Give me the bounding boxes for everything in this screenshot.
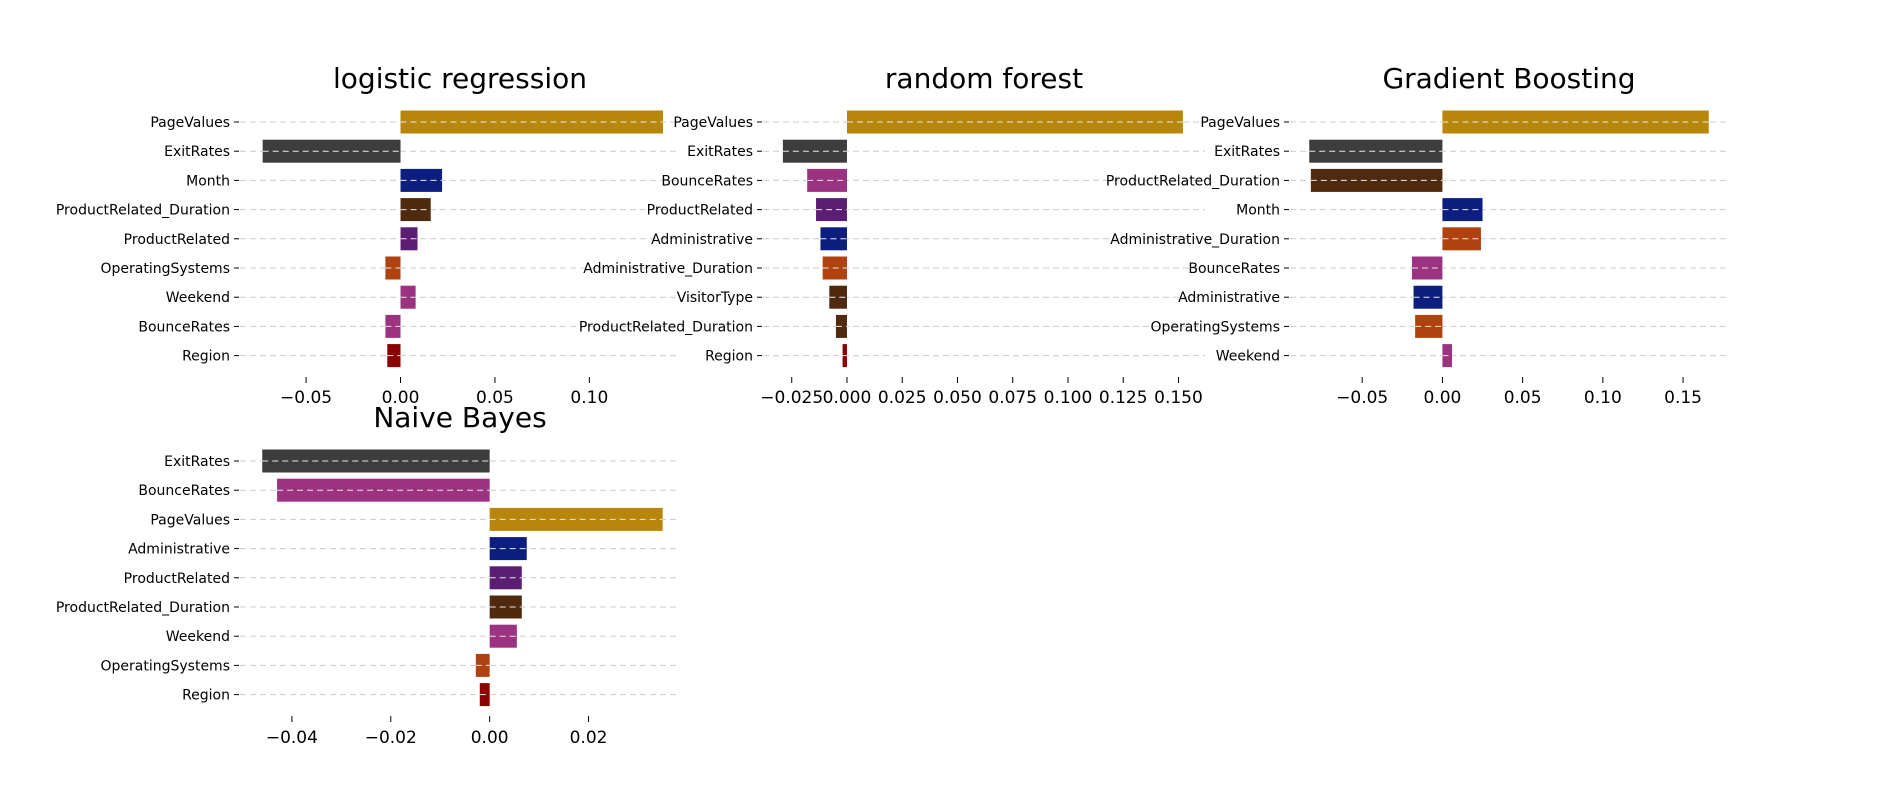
y-tick-label: Weekend — [166, 290, 230, 306]
x-tick-label: 0.00 — [382, 388, 420, 408]
bar-visitortype — [829, 285, 847, 309]
x-tick-label: 0.05 — [1504, 388, 1542, 408]
x-tick-label: 0.150 — [1154, 388, 1203, 408]
bar-pagevalues — [489, 507, 663, 531]
x-tick-label: 0.075 — [988, 388, 1037, 408]
bar-productrelated — [489, 566, 522, 590]
bar-bouncerates — [385, 314, 401, 338]
y-tick-label: PageValues — [1200, 115, 1280, 131]
x-tick-label: 0.025 — [878, 388, 927, 408]
bar-operatingsystems — [475, 653, 490, 677]
y-tick-label: BounceRates — [138, 483, 230, 499]
x-tick-label: 0.050 — [933, 388, 982, 408]
y-tick-label: ProductRelated_Duration — [1106, 173, 1280, 189]
y-tick-label: BounceRates — [138, 319, 230, 335]
bar-operatingsystems — [385, 256, 401, 280]
y-tick-label: Administrative — [128, 542, 230, 558]
chart-panel-1: logistic regression PageValues ExitRates Mo… — [56, 62, 680, 408]
y-tick-label: Administrative_Duration — [1110, 232, 1280, 248]
x-tick-label: 0.100 — [1044, 388, 1093, 408]
y-tick-label: ExitRates — [164, 144, 230, 160]
chart-panel-4: Naive Bayes ExitRates BounceRates PageValue… — [56, 401, 680, 748]
x-tick-label: 0.00 — [1423, 388, 1461, 408]
y-tick-label: ExitRates — [164, 454, 230, 470]
x-tick-label: −0.02 — [365, 728, 417, 748]
y-tick-label: Region — [182, 688, 230, 704]
y-tick-label: ProductRelated — [124, 232, 230, 248]
y-tick-label: PageValues — [150, 512, 230, 528]
y-tick-label: ProductRelated — [647, 203, 753, 219]
y-tick-label: Region — [182, 349, 230, 365]
y-tick-label: OperatingSystems — [101, 658, 231, 674]
bar-region — [387, 344, 401, 368]
x-tick-label: −0.05 — [1336, 388, 1388, 408]
y-tick-label: Month — [186, 173, 230, 189]
x-tick-label: 0.10 — [570, 388, 608, 408]
y-tick-label: OperatingSystems — [1151, 319, 1281, 335]
y-tick-label: Weekend — [166, 629, 230, 645]
chart-title: Gradient Boosting — [1382, 62, 1635, 95]
bar-productrelated-duration — [489, 595, 522, 619]
x-tick-label: −0.05 — [280, 388, 332, 408]
y-tick-label: Month — [1236, 203, 1280, 219]
y-tick-label: OperatingSystems — [101, 261, 231, 277]
x-tick-label: 0.02 — [570, 728, 608, 748]
y-tick-label: BounceRates — [661, 173, 753, 189]
y-tick-label: Region — [705, 349, 753, 365]
bar-bouncerates — [277, 478, 490, 502]
chart-panel-3: Gradient Boosting PageValues ExitRates Prod… — [1106, 62, 1728, 408]
chart-title: Naive Bayes — [373, 401, 546, 434]
chart-panel-2: random forest PageValues ExitRates BounceRa… — [579, 62, 1205, 408]
x-tick-label: 0.10 — [1584, 388, 1622, 408]
y-tick-label: ProductRelated — [124, 571, 230, 587]
bar-bouncerates — [807, 168, 847, 192]
bar-administrative — [489, 537, 527, 561]
bar-pagevalues — [846, 110, 1183, 134]
x-tick-label: 0.15 — [1664, 388, 1702, 408]
bar-productrelated — [400, 227, 418, 251]
bar-administrative-duration — [1442, 227, 1481, 251]
y-tick-label: VisitorType — [677, 290, 753, 306]
y-tick-label: ExitRates — [1214, 144, 1280, 160]
y-tick-label: Administrative — [651, 232, 753, 248]
y-tick-label: ExitRates — [687, 144, 753, 160]
y-tick-label: ProductRelated_Duration — [56, 203, 230, 219]
y-tick-label: Administrative_Duration — [583, 261, 753, 277]
chart-title: logistic regression — [333, 62, 587, 95]
y-tick-label: ProductRelated_Duration — [579, 319, 753, 335]
y-tick-label: PageValues — [673, 115, 753, 131]
x-tick-label: −0.025 — [760, 388, 823, 408]
x-tick-label: 0.125 — [1099, 388, 1148, 408]
y-tick-label: Weekend — [1216, 349, 1280, 365]
bar-exitrates — [262, 139, 401, 163]
y-tick-label: Administrative — [1178, 290, 1280, 306]
y-tick-label: PageValues — [150, 115, 230, 131]
x-tick-label: 0.00 — [471, 728, 509, 748]
x-tick-label: 0.05 — [476, 388, 514, 408]
x-tick-label: 0.000 — [823, 388, 872, 408]
chart-title: random forest — [885, 62, 1083, 95]
y-tick-label: BounceRates — [1188, 261, 1280, 277]
bar-exitrates — [1309, 139, 1443, 163]
x-tick-label: −0.04 — [266, 728, 318, 748]
bar-weekend — [400, 285, 416, 309]
y-tick-label: ProductRelated_Duration — [56, 600, 230, 616]
